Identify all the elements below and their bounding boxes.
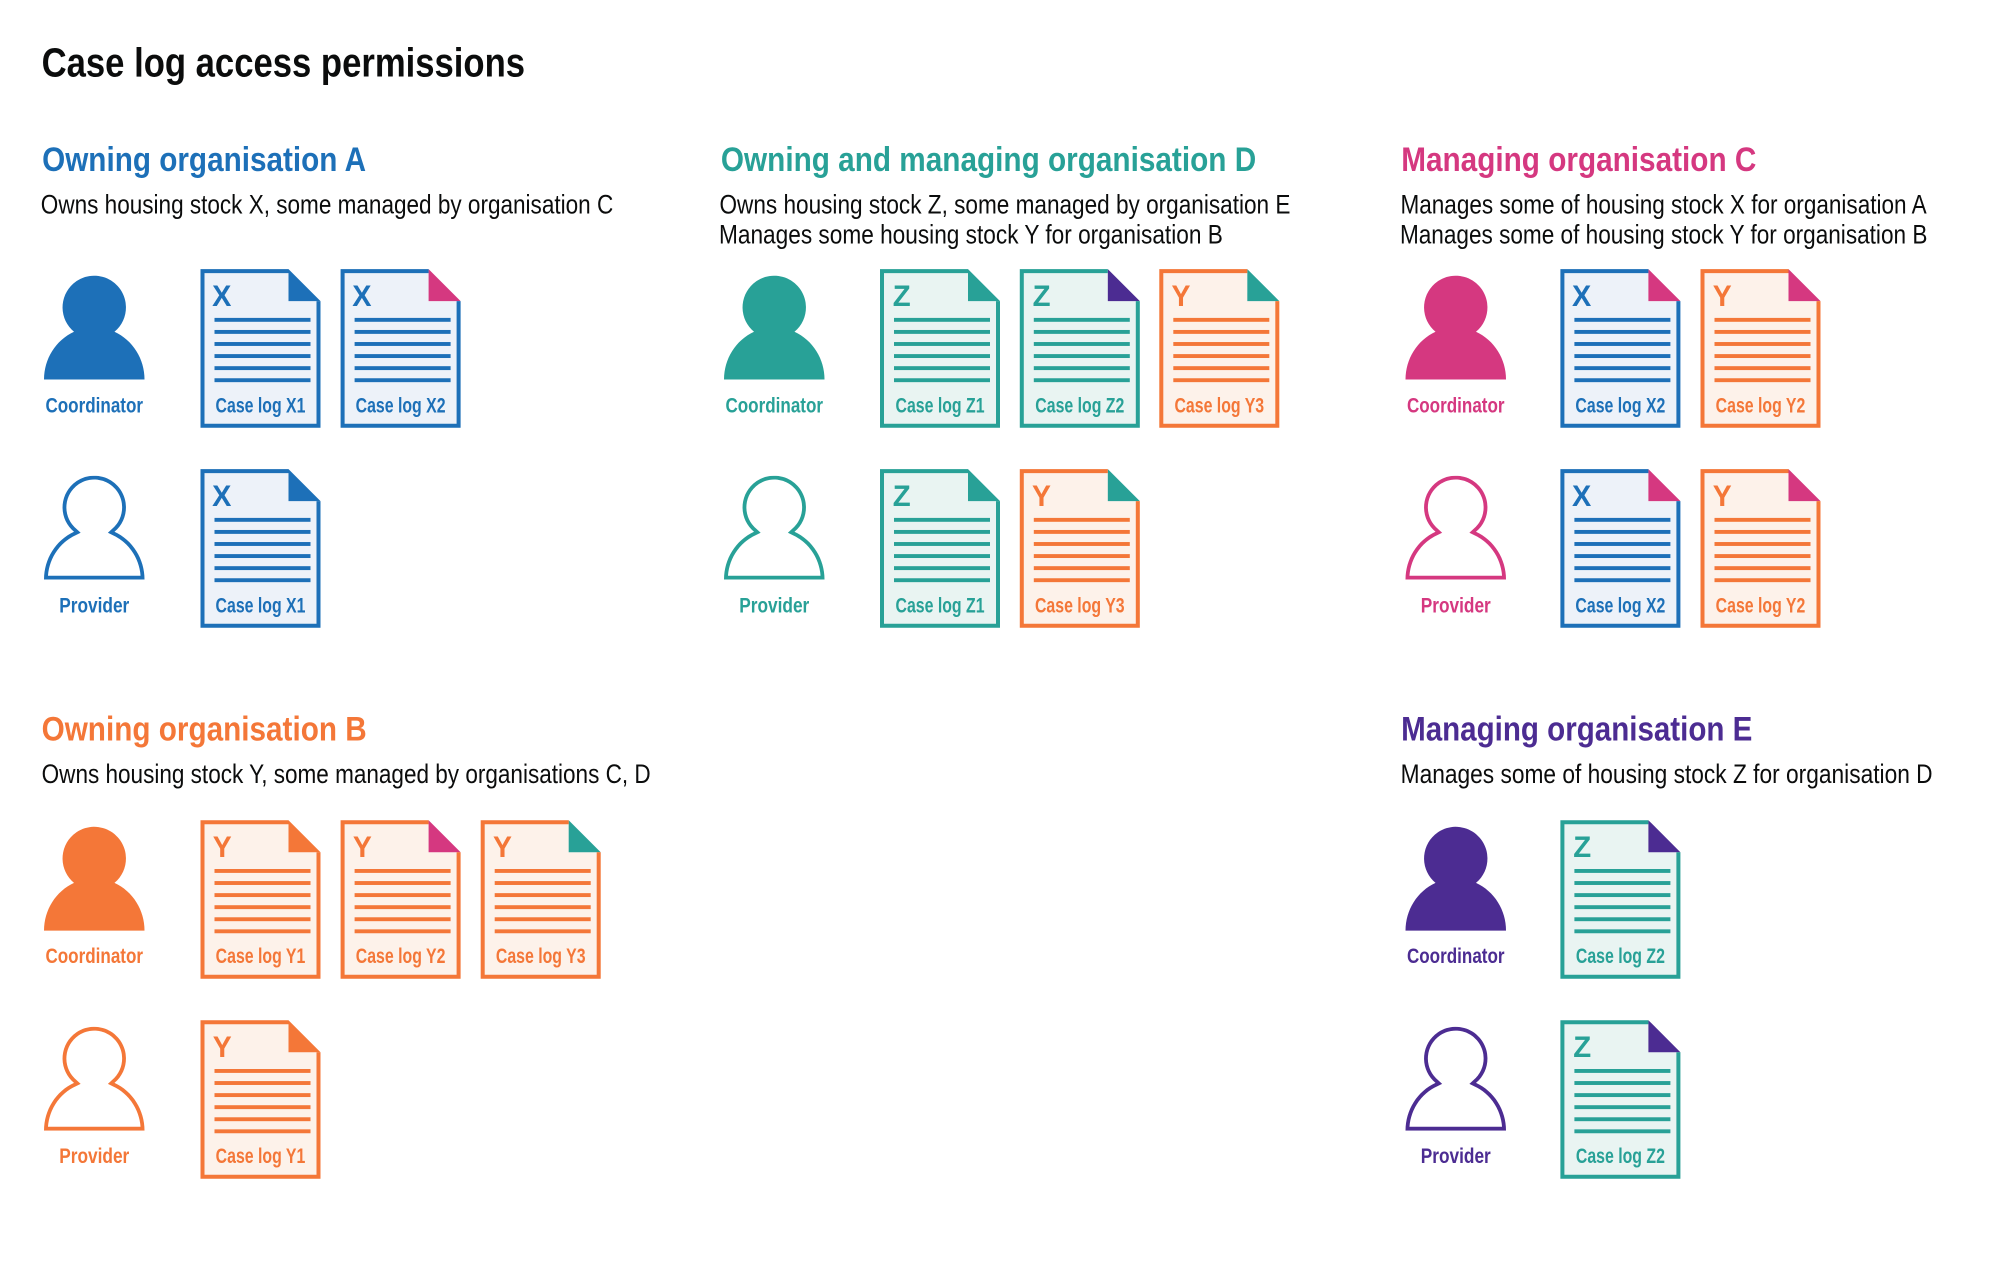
svg-text:Case log Y3: Case log Y3 — [1035, 593, 1125, 617]
svg-text:Coordinator: Coordinator — [1407, 395, 1505, 418]
svg-text:Manages some of housing stock: Manages some of housing stock X for orga… — [1400, 191, 1927, 220]
svg-text:Y: Y — [1032, 480, 1051, 513]
svg-text:Owns housing stock Y, some man: Owns housing stock Y, some managed by or… — [42, 761, 651, 790]
svg-text:X: X — [212, 281, 232, 313]
svg-text:Case log access permissions: Case log access permissions — [42, 40, 525, 85]
svg-text:Owns housing stock Z, some man: Owns housing stock Z, some managed by or… — [720, 191, 1291, 220]
svg-text:Managing organisation C: Managing organisation C — [1401, 140, 1756, 178]
svg-text:Case log Y2: Case log Y2 — [356, 944, 446, 968]
svg-text:Case log Z2: Case log Z2 — [1576, 944, 1665, 968]
svg-text:Y: Y — [353, 832, 372, 865]
svg-text:Coordinator: Coordinator — [725, 395, 823, 418]
svg-text:Manages some housing stock Y f: Manages some housing stock Y for organis… — [719, 221, 1223, 250]
svg-text:X: X — [352, 281, 372, 313]
svg-text:Case log Y3: Case log Y3 — [1174, 393, 1264, 417]
svg-text:Y: Y — [213, 1032, 232, 1065]
svg-text:Y: Y — [1713, 480, 1732, 513]
svg-text:X: X — [212, 481, 232, 513]
svg-text:Owns housing stock X, some man: Owns housing stock X, some managed by or… — [41, 191, 613, 220]
svg-text:Provider: Provider — [59, 1145, 129, 1168]
svg-text:X: X — [1572, 481, 1592, 513]
svg-text:Case log Y2: Case log Y2 — [1716, 393, 1806, 417]
svg-text:Y: Y — [1172, 280, 1191, 313]
svg-text:Case log Y1: Case log Y1 — [216, 1144, 306, 1168]
svg-text:Case log Z2: Case log Z2 — [1576, 1144, 1665, 1168]
svg-text:Z: Z — [1033, 280, 1051, 313]
svg-text:Owning and managing organisati: Owning and managing organisation D — [721, 140, 1256, 178]
svg-text:Case log X2: Case log X2 — [1575, 393, 1665, 417]
svg-text:Y: Y — [213, 832, 232, 865]
svg-text:Case log X1: Case log X1 — [216, 593, 306, 617]
svg-text:Manages some of housing stock: Manages some of housing stock Y for orga… — [1400, 221, 1927, 250]
svg-text:X: X — [1572, 281, 1592, 313]
svg-text:Case log X1: Case log X1 — [216, 393, 306, 417]
svg-text:Case log X2: Case log X2 — [1575, 593, 1665, 617]
svg-text:Z: Z — [1573, 1031, 1591, 1064]
svg-text:Provider: Provider — [739, 595, 809, 618]
svg-text:Provider: Provider — [1421, 595, 1491, 618]
svg-text:Provider: Provider — [1421, 1145, 1491, 1168]
svg-text:Coordinator: Coordinator — [45, 945, 143, 968]
svg-text:Z: Z — [893, 480, 911, 513]
svg-text:Provider: Provider — [59, 595, 129, 618]
svg-text:Case log Y2: Case log Y2 — [1716, 593, 1806, 617]
svg-text:Manages some of housing stock: Manages some of housing stock Z for orga… — [1401, 761, 1933, 790]
svg-text:Owning organisation B: Owning organisation B — [42, 709, 367, 747]
svg-text:Case log Y3: Case log Y3 — [496, 944, 586, 968]
svg-text:Y: Y — [1713, 280, 1732, 313]
svg-text:Coordinator: Coordinator — [45, 395, 143, 418]
svg-text:Case log X2: Case log X2 — [356, 393, 446, 417]
svg-text:Y: Y — [493, 832, 512, 865]
svg-text:Managing organisation E: Managing organisation E — [1401, 709, 1752, 748]
svg-text:Case log Z1: Case log Z1 — [895, 593, 984, 617]
svg-text:Case log Y1: Case log Y1 — [216, 944, 306, 968]
svg-text:Case log Z1: Case log Z1 — [895, 393, 984, 417]
svg-text:Z: Z — [893, 280, 911, 313]
svg-text:Owning organisation A: Owning organisation A — [42, 140, 366, 178]
svg-text:Case log Z2: Case log Z2 — [1035, 393, 1124, 417]
svg-text:Coordinator: Coordinator — [1407, 945, 1505, 968]
svg-text:Z: Z — [1573, 831, 1591, 864]
